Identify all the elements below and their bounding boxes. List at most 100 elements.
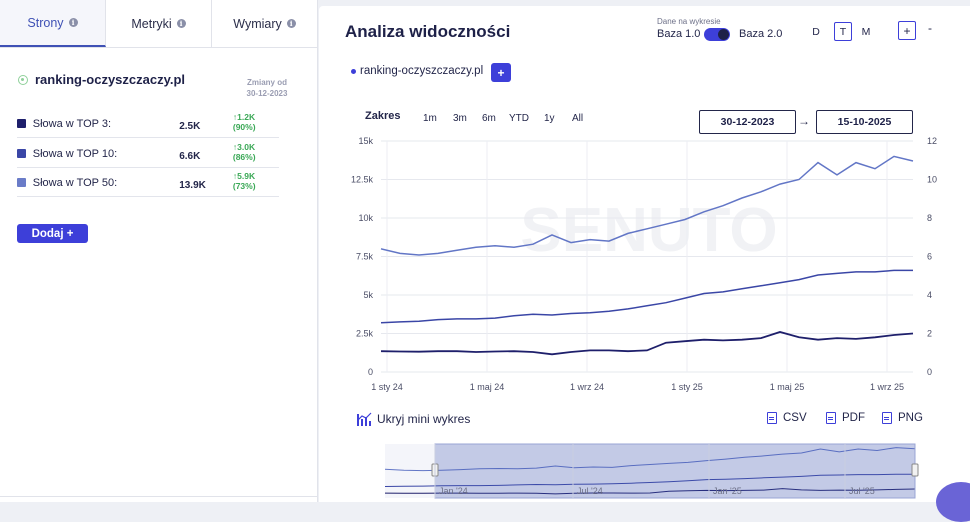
tab-bar: Strony i Metryki i Wymiary i [0, 0, 317, 48]
tab-label: Wymiary [233, 16, 282, 31]
tab-metryki[interactable]: Metryki i [106, 0, 212, 47]
mini-drag-handle[interactable] [911, 463, 919, 477]
series-color-swatch [17, 149, 26, 158]
chat-widget-button[interactable] [936, 482, 970, 522]
granularity-month-button[interactable]: M [861, 25, 871, 38]
stat-change: ↑3.0K (86%) [233, 142, 279, 166]
chart-panel: Analiza widoczności Dane na wykresie Baz… [319, 6, 970, 502]
stat-change-text: 3.0K (86%) [232, 141, 256, 162]
info-icon: i [286, 19, 296, 28]
export-csv-button[interactable]: CSV [767, 412, 807, 424]
stat-row-top3: Słowa w TOP 3: 2.5K ↑1.2K (90%) [17, 110, 279, 138]
stat-change: ↑1.2K (90%) [233, 112, 279, 136]
y-tick-label: 15k [358, 136, 373, 146]
stat-value: 13.9K [179, 179, 206, 191]
file-icon [826, 412, 836, 424]
divider [0, 496, 318, 497]
stat-value: 6.6K [179, 150, 201, 162]
export-png-button[interactable]: PNG [882, 412, 923, 424]
zoom-out-button[interactable]: - [928, 21, 932, 35]
baza1-label: Baza 1.0 [657, 28, 701, 40]
y2-tick-label: 10 [927, 175, 937, 185]
x-tick-label: 1 sty 25 [671, 382, 703, 392]
stat-label: Słowa w TOP 3: [32, 117, 112, 130]
y-tick-label: 10k [358, 213, 373, 223]
mini-selection-window [434, 443, 916, 499]
toggle-knob [718, 29, 729, 40]
add-compare-button[interactable]: + [491, 63, 511, 82]
granularity-day-button[interactable]: D [812, 25, 820, 38]
baza-toggle[interactable] [704, 28, 730, 41]
date-to-input[interactable]: 15-10-2025 [816, 110, 913, 134]
mini-x-label: Jan '24 [439, 486, 468, 496]
granularity-week-button[interactable]: T [834, 22, 852, 41]
x-tick-label: 1 wrz 24 [570, 382, 604, 392]
y2-tick-label: 6 [927, 252, 932, 262]
mini-series-line [384, 447, 916, 472]
chart-watermark: SENUTO [520, 196, 777, 265]
visibility-chart[interactable]: SENUTO 0 2.5k 5k 7.5k 10k 12.5k 15k 0 2 4 6 8 10 12 1 … [319, 136, 970, 406]
export-label: PDF [842, 412, 865, 424]
tab-label: Metryki [131, 16, 172, 31]
range-1y[interactable]: 1y [544, 113, 555, 124]
mini-series-line [384, 473, 915, 487]
left-panel: Strony i Metryki i Wymiary i ranking-oczysz… [0, 0, 318, 502]
y2-tick-label: 4 [927, 290, 932, 300]
range-6m[interactable]: 6m [482, 113, 496, 124]
range-1m[interactable]: 1m [423, 113, 437, 124]
export-label: PNG [898, 412, 923, 424]
range-all[interactable]: All [572, 113, 584, 124]
data-source-caption: Dane na wykresie [657, 17, 721, 26]
export-pdf-button[interactable]: PDF [826, 412, 865, 424]
baza2-label: Baza 2.0 [739, 28, 783, 40]
x-tick-label: 1 wrz 25 [870, 382, 904, 392]
stat-row-top10: Słowa w TOP 10: 6.6K ↑3.0K (86%) [17, 140, 279, 168]
range-3m[interactable]: 3m [453, 113, 467, 124]
bar-chart-icon [357, 412, 372, 426]
range-ytd[interactable]: YTD [509, 113, 529, 124]
info-icon: i [176, 19, 186, 28]
file-icon [882, 412, 892, 424]
x-tick-label: 1 sty 24 [371, 382, 403, 392]
date-from-input[interactable]: 30-12-2023 [699, 110, 796, 134]
tab-strony[interactable]: Strony i [0, 0, 106, 47]
y-tick-label: 0 [368, 367, 373, 377]
page-title: Analiza widoczności [345, 22, 511, 41]
stat-row-top50: Słowa w TOP 50: 13.9K ↑5.9K (73%) [17, 169, 279, 197]
domain-name: ranking-oczyszczaczy.pl [35, 72, 186, 87]
y-tick-label: 5k [363, 290, 373, 300]
y-tick-label: 7.5k [356, 252, 374, 262]
domain-chip: ranking-oczyszczaczy.pl [351, 65, 483, 77]
hide-mini-chart-button[interactable]: Ukryj mini wykres [357, 412, 470, 426]
stat-label: Słowa w TOP 10: [32, 147, 118, 160]
up-arrow-icon: ↑ [232, 141, 238, 152]
file-icon [767, 412, 777, 424]
add-domain-button[interactable]: Dodaj + [17, 224, 88, 243]
changes-header-line1: Zmiany od [246, 78, 287, 87]
stat-change-text: 1.2K (90%) [232, 111, 256, 132]
y-tick-label: 2.5k [356, 329, 374, 339]
y2-tick-label: 0 [927, 367, 932, 377]
mini-navigator-chart[interactable]: Jan '24 Jul '24 Jan '25 Jul '25 [319, 442, 970, 502]
y-tick-label: 12.5k [351, 175, 374, 185]
zoom-in-button[interactable]: + [898, 21, 916, 40]
changes-header: Zmiany od 30-12-2023 [232, 77, 302, 99]
stat-label: Słowa w TOP 50: [32, 176, 118, 189]
x-tick-label: 1 maj 25 [770, 382, 805, 392]
domain-chip-label: ranking-oczyszczaczy.pl [360, 65, 484, 77]
range-label: Zakres [365, 110, 401, 122]
globe-icon [18, 74, 28, 85]
domain-row: ranking-oczyszczaczy.pl [18, 72, 185, 87]
series-color-swatch [17, 119, 26, 128]
up-arrow-icon: ↑ [232, 170, 238, 181]
tab-label: Strony [27, 15, 64, 30]
mini-x-label: Jul '24 [577, 486, 603, 496]
hide-mini-label: Ukryj mini wykres [377, 412, 471, 426]
y2-tick-label: 2 [927, 329, 932, 339]
x-tick-label: 1 maj 24 [470, 382, 505, 392]
up-arrow-icon: ↑ [232, 111, 238, 122]
mini-series-line [384, 488, 916, 495]
dot-icon [351, 68, 356, 74]
tab-wymiary[interactable]: Wymiary i [212, 0, 317, 47]
series-color-swatch [17, 178, 26, 187]
